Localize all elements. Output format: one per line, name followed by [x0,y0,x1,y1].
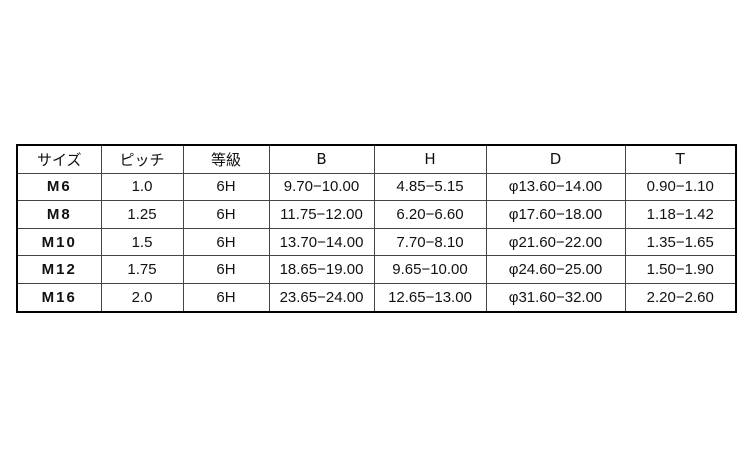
cell-pitch: 1.5 [100,227,184,257]
cell-grade: 6H [182,200,270,229]
header-b: B [268,144,375,174]
cell-size: M16 [16,282,102,313]
header-h: H [373,144,487,174]
cell-grade: 6H [182,255,270,284]
spec-table: サイズ ピッチ 等級 B H D T M6 1.0 6H 9.70−10.00 4.85… [16,144,737,313]
table-row: M12 1.75 6H 18.65−19.00 9.65−10.00 φ24.60−25.… [16,255,737,284]
cell-pitch: 2.0 [100,282,184,313]
cell-size: M6 [16,172,102,202]
cell-pitch: 1.75 [100,255,184,284]
cell-b: 11.75−12.00 [268,200,375,229]
cell-size: M12 [16,255,102,284]
header-t: T [624,144,737,174]
cell-d: φ21.60−22.00 [485,227,626,257]
cell-t: 2.20−2.60 [624,282,737,313]
cell-b: 23.65−24.00 [268,282,375,313]
cell-b: 9.70−10.00 [268,172,375,202]
cell-grade: 6H [182,227,270,257]
cell-h: 12.65−13.00 [373,282,487,313]
table-row: M16 2.0 6H 23.65−24.00 12.65−13.00 φ31.60−32.… [16,282,737,313]
cell-pitch: 1.25 [100,200,184,229]
cell-h: 6.20−6.60 [373,200,487,229]
cell-t: 1.50−1.90 [624,255,737,284]
cell-t: 1.35−1.65 [624,227,737,257]
header-d: D [485,144,626,174]
cell-d: φ13.60−14.00 [485,172,626,202]
cell-grade: 6H [182,172,270,202]
cell-d: φ31.60−32.00 [485,282,626,313]
cell-size: M8 [16,200,102,229]
header-row: サイズ ピッチ 等級 B H D T [16,144,737,174]
cell-h: 7.70−8.10 [373,227,487,257]
header-pitch: ピッチ [100,144,184,174]
cell-h: 9.65−10.00 [373,255,487,284]
cell-d: φ17.60−18.00 [485,200,626,229]
cell-d: φ24.60−25.00 [485,255,626,284]
cell-t: 0.90−1.10 [624,172,737,202]
header-grade: 等級 [182,144,270,174]
cell-h: 4.85−5.15 [373,172,487,202]
header-size: サイズ [16,144,102,174]
table-row: M8 1.25 6H 11.75−12.00 6.20−6.60 φ17.60−18.00… [16,200,737,229]
cell-size: M10 [16,227,102,257]
table-row: M6 1.0 6H 9.70−10.00 4.85−5.15 φ13.60−14.00 0.… [16,172,737,202]
cell-b: 13.70−14.00 [268,227,375,257]
cell-pitch: 1.0 [100,172,184,202]
cell-grade: 6H [182,282,270,313]
table-row: M10 1.5 6H 13.70−14.00 7.70−8.10 φ21.60−22.00… [16,227,737,257]
cell-t: 1.18−1.42 [624,200,737,229]
cell-b: 18.65−19.00 [268,255,375,284]
